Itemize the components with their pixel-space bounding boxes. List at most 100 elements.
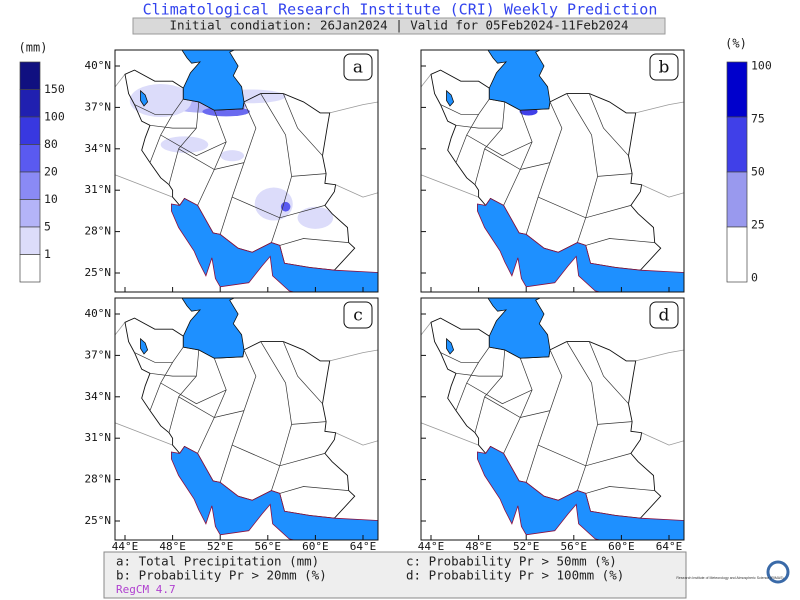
panel-frame: [420, 49, 685, 293]
province-border: [178, 396, 245, 418]
province-border: [588, 93, 629, 156]
sea: [487, 298, 551, 359]
precip-area: [254, 187, 293, 221]
lat-label: 31°N: [85, 431, 112, 444]
logo-text: Research Institute of Meteorology and At…: [676, 576, 783, 580]
province-border: [537, 196, 631, 219]
colorbar-cell: [19, 226, 41, 255]
precip-area: [160, 136, 209, 153]
province-border: [197, 358, 227, 454]
legend-item: b: Probability Pr > 20mm (%): [116, 568, 327, 583]
province-border: [455, 98, 490, 163]
sea: [170, 197, 378, 292]
province-border: [168, 349, 200, 433]
panel-frame: [114, 49, 379, 293]
colorbar-label: 10: [44, 192, 58, 206]
precip-area: [280, 201, 291, 212]
province-border: [197, 110, 227, 206]
colorbar-cell: [726, 61, 748, 118]
lon-label: 60°E: [302, 540, 329, 553]
province-border: [149, 346, 184, 411]
lon-label: 64°E: [656, 540, 683, 553]
lon-label: 44°E: [112, 540, 139, 553]
province-border: [585, 486, 655, 494]
province-border: [588, 341, 629, 404]
province-border: [585, 238, 655, 246]
neighbor-border: [335, 432, 378, 446]
sea: [181, 298, 245, 359]
title: Climatological Research Institute (CRI) …: [143, 1, 658, 19]
neighbor-border: [421, 174, 479, 198]
province-border: [440, 352, 479, 363]
sea: [487, 50, 551, 111]
subtitle: Initial condiation: 26Jan2024 | Valid fo…: [169, 18, 628, 33]
sea: [170, 445, 378, 540]
panel-label: c: [353, 306, 363, 326]
colorbar-label: 100: [751, 59, 772, 73]
lat-label: 31°N: [85, 183, 112, 196]
neighbor-border: [635, 101, 684, 114]
model-label: RegCM 4.7: [116, 583, 176, 596]
neighbor-border: [635, 349, 684, 362]
colorbar-label: 5: [44, 220, 51, 234]
panel-frame: [114, 297, 379, 541]
colorbar-label: 0: [751, 271, 758, 285]
neighbor-border: [641, 184, 684, 198]
lon-label: 48°E: [159, 540, 186, 553]
colorbar-cell: [19, 116, 41, 145]
province-border: [279, 238, 349, 246]
province-border: [537, 444, 631, 467]
neighbor-border: [421, 422, 479, 446]
colorbar-cell: [19, 61, 41, 90]
lon-label: 44°E: [418, 540, 445, 553]
lake: [140, 337, 149, 355]
neighbor-border: [115, 422, 173, 446]
lake: [140, 89, 149, 107]
neighbor-border: [115, 322, 126, 336]
map-panel: [421, 298, 684, 540]
colorbar-cell: [19, 89, 41, 118]
province-border: [149, 98, 184, 163]
province-border: [149, 372, 197, 377]
legend-item: c: Probability Pr > 50mm (%): [406, 554, 617, 569]
province-border: [474, 349, 506, 433]
panel-frame: [420, 297, 685, 541]
lon-label: 48°E: [465, 540, 492, 553]
province-border: [484, 396, 551, 418]
colorbar-label: 75: [751, 112, 765, 126]
sea: [476, 445, 684, 540]
precip-area: [220, 150, 245, 162]
lon-label: 56°E: [255, 540, 282, 553]
colorbar-cell: [726, 116, 748, 173]
lat-label: 25°N: [85, 266, 112, 279]
province-border: [455, 346, 490, 411]
colorbar-cell: [19, 144, 41, 173]
colorbar-label: 20: [44, 165, 58, 179]
province-border: [503, 110, 533, 206]
neighbor-border: [115, 174, 173, 198]
colorbar-cell: [726, 171, 748, 228]
lake: [446, 89, 455, 107]
province-border: [597, 421, 633, 425]
province-border: [160, 382, 227, 405]
colorbar-cell: [19, 254, 41, 283]
lat-label: 34°N: [85, 390, 112, 403]
province-border: [503, 358, 533, 454]
legend-item: d: Probability Pr > 100mm (%): [406, 568, 624, 583]
lat-label: 28°N: [85, 473, 112, 486]
colorbar-label: 80: [44, 137, 58, 151]
province-border: [466, 134, 533, 157]
neighbor-border: [115, 74, 126, 88]
province-border: [282, 93, 323, 156]
sea: [181, 50, 245, 111]
province-border: [279, 486, 349, 494]
lat-label: 34°N: [85, 142, 112, 155]
logo-mark: [766, 560, 790, 584]
lat-label: 40°N: [85, 307, 112, 320]
panel-label-box: [343, 301, 373, 329]
neighbor-border: [335, 184, 378, 198]
neighbor-border: [329, 101, 378, 114]
lon-label: 52°E: [513, 540, 540, 553]
map-panel: [115, 50, 378, 292]
neighbor-border: [421, 74, 432, 88]
